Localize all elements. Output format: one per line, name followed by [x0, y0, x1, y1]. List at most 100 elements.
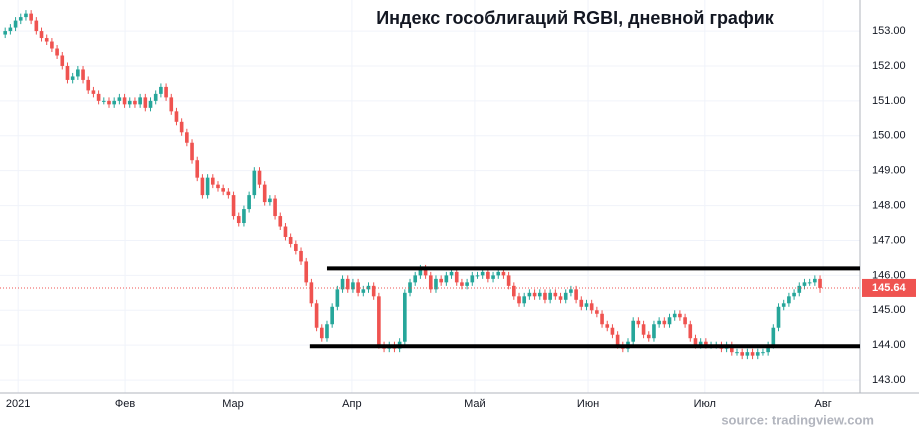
candle-body	[153, 93, 158, 101]
candle-body	[107, 100, 111, 105]
candle-body	[672, 313, 677, 318]
y-tick-label: 151.00	[872, 95, 906, 107]
candle-body	[605, 324, 610, 328]
candle-body	[631, 320, 636, 342]
candle-body	[589, 303, 594, 311]
candle-body	[522, 296, 527, 304]
candle-body	[807, 282, 812, 284]
x-tick-label: 2021	[6, 398, 30, 410]
candle-body	[610, 327, 615, 335]
candle-body	[501, 271, 506, 276]
candle-body	[345, 278, 350, 290]
candle-body	[413, 275, 418, 283]
candle-body	[185, 132, 189, 143]
candle-body	[480, 271, 485, 276]
candle-body	[81, 69, 85, 80]
candle-body	[50, 41, 54, 49]
candle-body	[693, 338, 698, 346]
candle-body	[335, 289, 340, 307]
candle-body	[13, 20, 18, 28]
y-tick-label: 144.00	[872, 339, 906, 351]
candle-body	[755, 352, 760, 356]
x-tick-label: Авг	[815, 398, 832, 410]
candle-body	[351, 282, 355, 290]
candle-body	[729, 345, 734, 353]
candle-body	[221, 188, 225, 192]
candle-body	[309, 282, 314, 304]
x-tick-label: Апр	[342, 398, 361, 410]
candle-body	[138, 97, 142, 105]
candle-body	[216, 184, 220, 189]
candle-body	[91, 90, 96, 94]
candle-body	[434, 278, 438, 290]
candle-body	[537, 292, 542, 297]
candle-body	[236, 216, 241, 224]
candle-body	[190, 142, 194, 161]
candle-body	[750, 352, 755, 356]
candle-body	[283, 226, 288, 237]
candle-body	[262, 184, 267, 203]
candle-body	[548, 292, 552, 300]
candle-body	[371, 285, 376, 297]
candle-body	[787, 296, 791, 304]
candle-body	[776, 306, 781, 328]
candle-body	[698, 341, 703, 346]
y-tick-label: 147.00	[872, 234, 906, 246]
candle-body	[662, 320, 667, 325]
candle-body	[3, 31, 8, 35]
candle-body	[506, 275, 511, 286]
y-tick-label: 146.00	[872, 269, 906, 281]
candle-body	[543, 292, 547, 300]
candle-body	[813, 278, 817, 283]
candle-body	[771, 327, 776, 346]
candle-body	[496, 271, 501, 276]
candle-body	[512, 285, 516, 297]
candle-body	[164, 86, 168, 98]
candle-body	[70, 76, 75, 80]
candle-body	[678, 313, 682, 318]
candle-body	[257, 170, 262, 185]
y-tick-label: 148.00	[872, 199, 906, 211]
candle-body	[133, 100, 137, 105]
candle-body	[179, 121, 184, 133]
candle-body	[325, 324, 329, 339]
candle-body	[288, 236, 293, 244]
candle-body	[460, 282, 464, 286]
x-tick-label: Июл	[694, 398, 716, 410]
candle-body	[356, 282, 360, 293]
candle-body	[704, 341, 708, 346]
y-tick-label: 145.00	[872, 304, 906, 316]
candle-body	[268, 198, 272, 203]
candle-body	[563, 292, 568, 300]
candle-body	[475, 275, 480, 277]
candle-body	[247, 195, 251, 210]
candle-body	[143, 97, 148, 108]
candle-body	[761, 352, 765, 354]
candle-body	[641, 324, 646, 335]
candle-body	[584, 303, 589, 307]
last-price-label: 145.64	[872, 282, 907, 294]
candle-body	[226, 191, 231, 196]
candle-body	[159, 86, 163, 94]
candle-body	[740, 352, 745, 356]
y-tick-label: 153.00	[872, 25, 906, 37]
candle-body	[418, 268, 423, 276]
candle-body	[304, 261, 309, 283]
source: source: tradingview.com	[721, 412, 874, 427]
candle-body	[527, 292, 532, 297]
candle-body	[8, 27, 13, 32]
candle-body	[273, 198, 277, 217]
candle-body	[532, 292, 537, 297]
candle-body	[122, 97, 127, 105]
candle-body	[802, 282, 807, 286]
x-tick-label: Фев	[115, 398, 135, 410]
last-price-box	[862, 278, 916, 297]
candle-body	[169, 97, 174, 112]
candle-body	[797, 285, 802, 293]
candle-body	[86, 79, 91, 91]
candle-body	[465, 282, 469, 286]
candle-body	[558, 296, 563, 300]
y-tick-label: 150.00	[872, 130, 906, 142]
candle-body	[595, 310, 599, 314]
